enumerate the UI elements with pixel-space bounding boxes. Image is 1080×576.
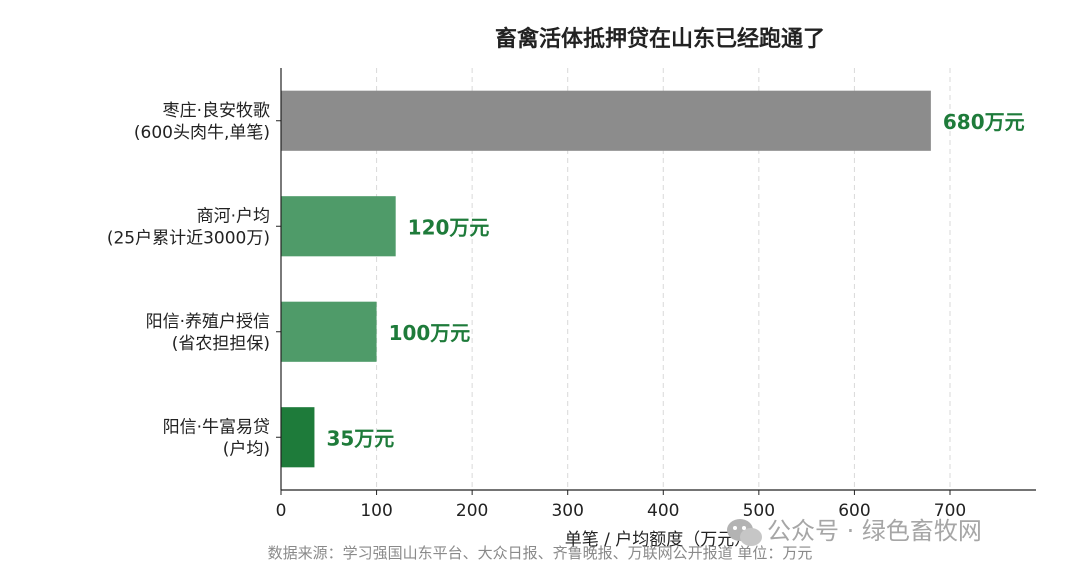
category-label: 阳信·养殖户授信(省农担担保) [146, 312, 270, 354]
category-label-line: 商河·户均 [197, 206, 270, 226]
category-label-line: 阳信·牛富易贷 [163, 417, 270, 437]
category-label: 枣庄·良安牧歌(600头肉牛,单笔) [134, 101, 270, 143]
bar [281, 301, 377, 362]
category-label-line: 阳信·养殖户授信 [146, 312, 270, 332]
x-tick-label: 500 [743, 501, 775, 521]
bar [281, 407, 315, 468]
value-label: 100万元 [389, 321, 471, 345]
category-label-line: 枣庄·良安牧歌 [163, 101, 270, 121]
bars [281, 90, 931, 468]
value-label: 680万元 [943, 110, 1025, 134]
grid-lines [376, 68, 951, 490]
x-tick-label: 400 [647, 501, 679, 521]
category-label-line: (省农担担保) [172, 334, 270, 354]
x-tick-label: 100 [360, 501, 392, 521]
category-label-line: (户均) [223, 439, 270, 459]
x-tick-label: 300 [551, 501, 583, 521]
value-labels: 680万元 120万元 100万元 35万元 [326, 110, 1024, 451]
watermark-text: 公众号 · 绿色畜牧网 [767, 517, 982, 545]
category-label-line: (600头肉牛,单笔) [134, 123, 270, 143]
axes: 0 100 200 300 400 500 600 700 [276, 68, 1036, 521]
watermark: 公众号 · 绿色畜牧网 [727, 517, 982, 546]
x-tick-label: 700 [934, 501, 966, 521]
x-tick-label: 200 [456, 501, 488, 521]
x-axis-title: 单笔 / 户均额度（万元） [565, 530, 752, 550]
chart-title: 畜禽活体抵押贷在山东已经跑通了 [495, 26, 825, 52]
category-labels: 枣庄·良安牧歌(600头肉牛,单笔) 商河·户均(25户累计近3000万) 阳信·养… [107, 101, 270, 460]
source-note: 数据来源：学习强国山东平台、大众日报、齐鲁晚报、万联网公开报道 单位：万元 [268, 544, 813, 562]
category-label: 商河·户均(25户累计近3000万) [107, 206, 270, 248]
bar [281, 196, 396, 257]
x-tick-label: 600 [838, 501, 870, 521]
bar [281, 90, 931, 151]
value-label: 120万元 [408, 215, 490, 239]
category-label: 阳信·牛富易贷(户均) [163, 417, 270, 459]
category-label-line: (25户累计近3000万) [107, 228, 270, 248]
wechat-icon [727, 519, 762, 546]
x-tick-label: 0 [276, 501, 287, 521]
value-label: 35万元 [326, 426, 394, 450]
